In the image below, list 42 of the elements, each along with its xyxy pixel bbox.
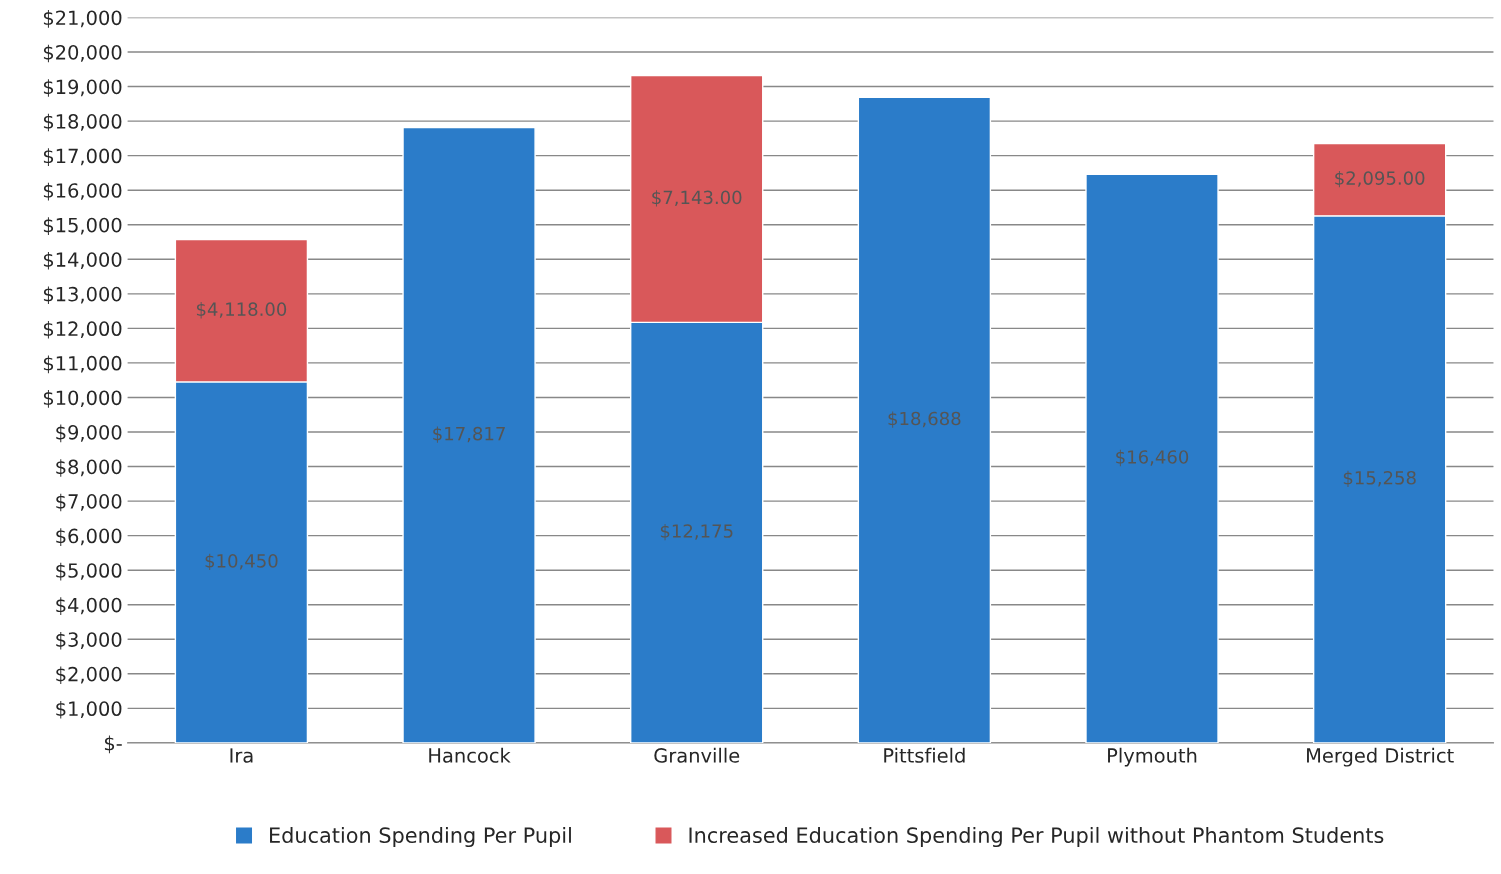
data-label: $4,118.00 (196, 302, 287, 319)
bar (857, 96, 992, 743)
x-tick-label: Pittsfield (884, 747, 965, 763)
x-tick-label: Merged District (1307, 747, 1454, 767)
y-tick-label: $10,000 (43, 390, 122, 408)
x-tick-label: Plymouth (1108, 747, 1197, 767)
y-tick-label: $6,000 (56, 528, 122, 546)
data-label: $16,460 (1116, 449, 1189, 467)
y-tick-label: $5,000 (56, 562, 122, 581)
legend-label: Education Spending Per Pupil (270, 826, 571, 848)
y-tick-label: $20,000 (43, 44, 122, 63)
y-tick-label: $17,000 (43, 148, 122, 166)
y-tick-label: $11,000 (43, 355, 122, 374)
y-tick-label: $16,000 (43, 182, 122, 201)
y-tick-label: $4,000 (56, 597, 122, 615)
bar (402, 126, 536, 743)
y-tick-label: $- (104, 735, 122, 754)
y-tick-label: $15,000 (43, 217, 122, 235)
x-tick-label: Ira (230, 748, 253, 763)
data-label: $10,450 (205, 553, 278, 571)
data-label: $2,095.00 (1335, 170, 1425, 188)
bar (1085, 173, 1219, 743)
data-label: $7,143.00 (652, 190, 742, 207)
y-tick-label: $12,000 (43, 320, 122, 339)
x-tick-label: Granville (654, 747, 740, 763)
data-label: $18,688 (888, 411, 961, 428)
y-tick-label: $21,000 (43, 10, 122, 28)
y-tick-label: $3,000 (56, 631, 122, 650)
y-tick-label: $9,000 (56, 424, 122, 443)
y-tick-label: $2,000 (56, 666, 122, 685)
y-tick-label: $8,000 (56, 459, 122, 477)
data-label: $15,258 (1343, 470, 1416, 487)
data-label: $12,175 (660, 523, 733, 541)
y-tick-label: $7,000 (56, 493, 122, 512)
y-tick-label: $14,000 (43, 251, 122, 270)
y-tick-label: $1,000 (56, 700, 122, 719)
y-tick-label: $13,000 (43, 286, 122, 305)
y-tick-label: $19,000 (43, 79, 122, 97)
y-tick-label: $18,000 (43, 113, 122, 132)
legend-label: Increased Education Spending Per Pupil without Phantom Students (689, 826, 1384, 848)
x-tick-label: Hancock (429, 747, 511, 763)
data-label: $17,817 (433, 426, 505, 443)
